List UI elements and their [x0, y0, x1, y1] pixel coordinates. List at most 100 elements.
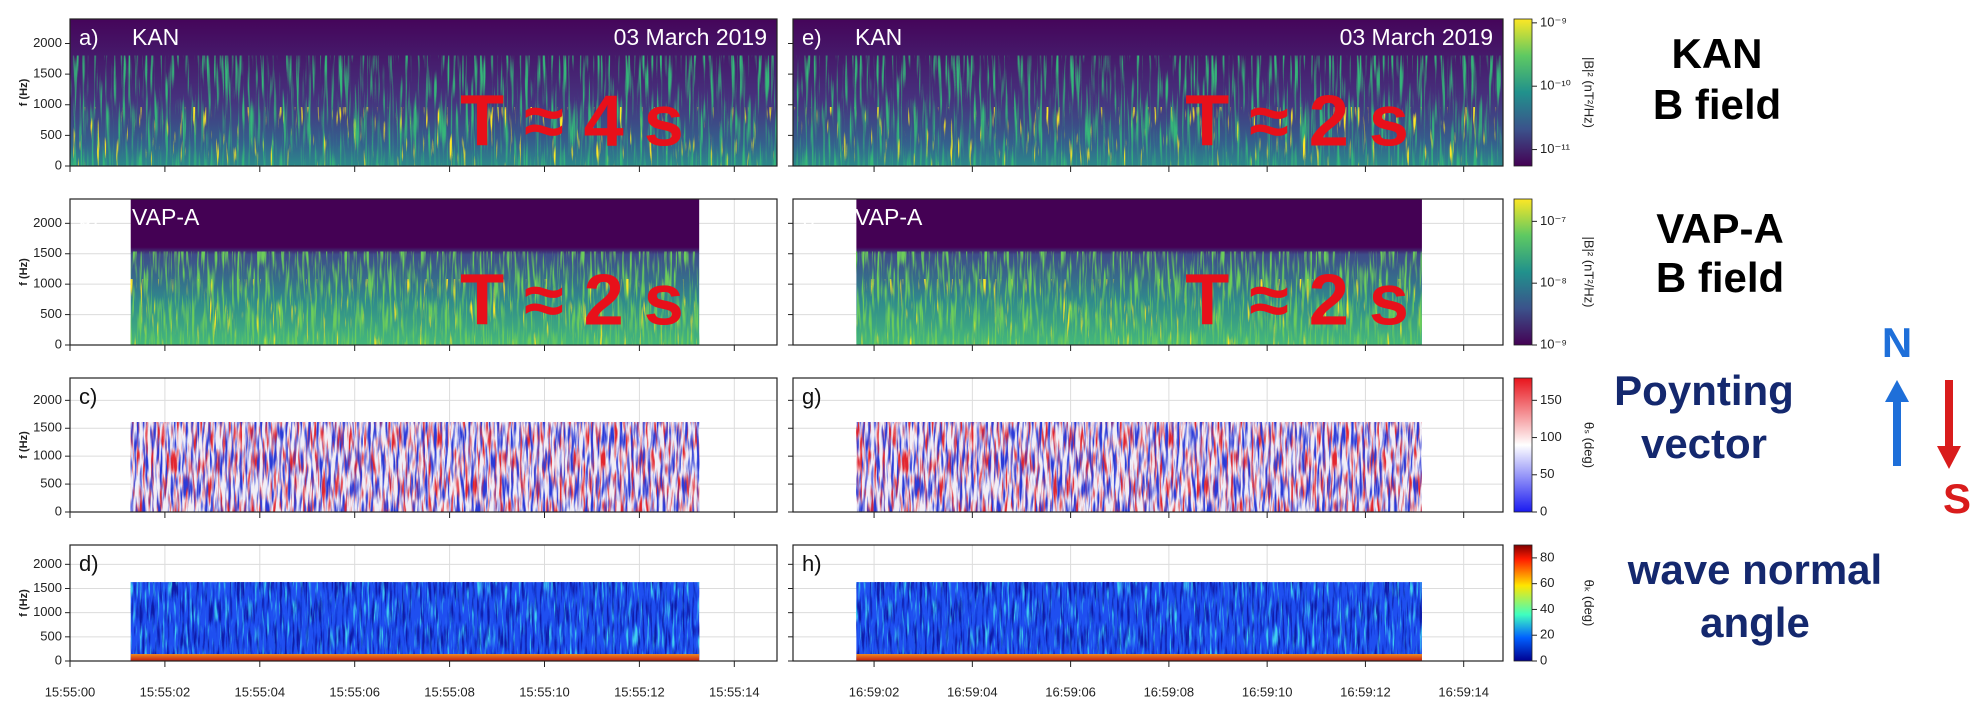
colorbar-tick-label: 0 [1540, 652, 1547, 667]
colorbar-label: |B|² (nT²/Hz) [1582, 57, 1597, 128]
spectrogram-texture [856, 582, 1422, 661]
panel-label: d) [79, 551, 99, 576]
colorbar-tick-label: 60 [1540, 575, 1554, 590]
row-label: wave normal [1627, 546, 1882, 593]
y-tick-label: 500 [40, 628, 62, 643]
y-tick-label: 2000 [33, 392, 62, 407]
panel-label: c) [79, 384, 97, 409]
panel-frame [69, 544, 778, 662]
x-tick-label: 15:55:12 [614, 684, 665, 699]
colorbar-tick-label: 80 [1540, 549, 1554, 564]
colorbar-tick-label: 40 [1540, 601, 1554, 616]
panel-label: h) [802, 551, 822, 576]
spectrogram-texture [130, 422, 700, 512]
x-tick-label: 15:55:10 [519, 684, 570, 699]
south-label: S [1943, 475, 1971, 522]
x-tick-label: 15:55:00 [45, 684, 96, 699]
x-tick-label: 16:59:04 [947, 684, 998, 699]
x-tick-label: 16:59:02 [849, 684, 900, 699]
panel-frame [792, 18, 1504, 167]
period-annotation: T ≈ 2 s [460, 261, 684, 341]
panel-label: b) [79, 205, 99, 230]
spectrogram [856, 654, 1422, 661]
date-label: 03 March 2019 [614, 24, 767, 50]
y-tick-label: 1000 [33, 604, 62, 619]
x-tick-label: 15:55:14 [709, 684, 760, 699]
colorbar-tick-label: 100 [1540, 429, 1562, 444]
x-tick-label: 16:59:10 [1242, 684, 1293, 699]
south-arrow-head [1937, 446, 1961, 469]
colorbar [1513, 377, 1533, 513]
x-tick-label: 16:59:06 [1045, 684, 1096, 699]
colorbar [1513, 544, 1533, 662]
y-axis-label: f (Hz) [18, 258, 30, 286]
y-tick-label: 2000 [33, 35, 62, 50]
row-label: vector [1641, 420, 1767, 467]
panel-label: f) [802, 205, 815, 230]
colorbar-tick-label: 10⁻⁸ [1540, 275, 1567, 290]
y-tick-label: 500 [40, 127, 62, 142]
row-label: Poynting [1614, 367, 1794, 414]
colorbar-tick-label: 10⁻⁹ [1540, 14, 1567, 29]
spectrogram-texture [793, 107, 1503, 166]
row-label: B field [1656, 254, 1784, 301]
colorbar-tick-label: 0 [1540, 503, 1547, 518]
colorbar-tick-label: 10⁻⁹ [1540, 336, 1567, 351]
colorbar [1513, 198, 1533, 346]
panel-frame [69, 18, 778, 167]
period-annotation: T ≈ 4 s [460, 81, 684, 161]
panel-frame [69, 377, 778, 513]
x-tick-label: 15:55:08 [424, 684, 475, 699]
row-label: KAN [1672, 30, 1763, 77]
date-label: 03 March 2019 [1340, 24, 1493, 50]
y-tick-label: 0 [55, 157, 62, 172]
instrument-label: VAP-A [132, 204, 200, 230]
panel-frame [792, 544, 1504, 662]
colorbar [1513, 18, 1533, 167]
y-tick-label: 1500 [33, 66, 62, 81]
y-tick-label: 500 [40, 476, 62, 491]
north-label: N [1882, 319, 1912, 366]
x-tick-label: 15:55:06 [329, 684, 380, 699]
spectrogram-texture [130, 582, 700, 661]
y-axis-label: f (Hz) [18, 431, 30, 459]
colorbar-label: θₛ (deg) [1582, 422, 1597, 468]
colorbar-tick-label: 10⁻¹¹ [1540, 141, 1571, 156]
colorbar-tick-label: 20 [1540, 627, 1554, 642]
period-annotation: T ≈ 2 s [1185, 81, 1409, 161]
y-tick-label: 500 [40, 306, 62, 321]
panel-label: a) [79, 25, 99, 50]
colorbar-tick-label: 50 [1540, 466, 1554, 481]
spectrogram-texture [856, 279, 1422, 345]
x-tick-label: 16:59:14 [1438, 684, 1489, 699]
spectrogram-texture [856, 422, 1422, 512]
period-annotation: T ≈ 2 s [1185, 261, 1409, 341]
colorbar-tick-label: 10⁻⁷ [1540, 213, 1566, 228]
x-tick-label: 15:55:02 [140, 684, 191, 699]
spectrogram [130, 654, 700, 661]
instrument-label: KAN [132, 24, 179, 50]
instrument-label: VAP-A [855, 204, 923, 230]
spectrogram-texture [130, 279, 700, 345]
instrument-label: KAN [855, 24, 902, 50]
y-axis-label: f (Hz) [18, 589, 30, 617]
colorbar-label: θₖ (deg) [1582, 580, 1597, 627]
panel-frame [792, 198, 1504, 346]
x-tick-label: 16:59:08 [1144, 684, 1195, 699]
row-label: B field [1653, 81, 1781, 128]
spectrogram-texture [70, 107, 777, 166]
x-tick-label: 16:59:12 [1340, 684, 1391, 699]
y-tick-label: 0 [55, 336, 62, 351]
row-label: VAP-A [1656, 205, 1784, 252]
colorbar-tick-label: 150 [1540, 392, 1562, 407]
row-label: angle [1700, 599, 1810, 646]
colorbar-label: |B|² (nT²/Hz) [1582, 236, 1597, 307]
y-tick-label: 1000 [33, 276, 62, 291]
y-tick-label: 1500 [33, 420, 62, 435]
y-tick-label: 1000 [33, 96, 62, 111]
panel-label: g) [802, 384, 822, 409]
colorbar-tick-label: 10⁻¹⁰ [1540, 78, 1571, 93]
panel-label: e) [802, 25, 822, 50]
north-arrow-head [1885, 380, 1909, 402]
